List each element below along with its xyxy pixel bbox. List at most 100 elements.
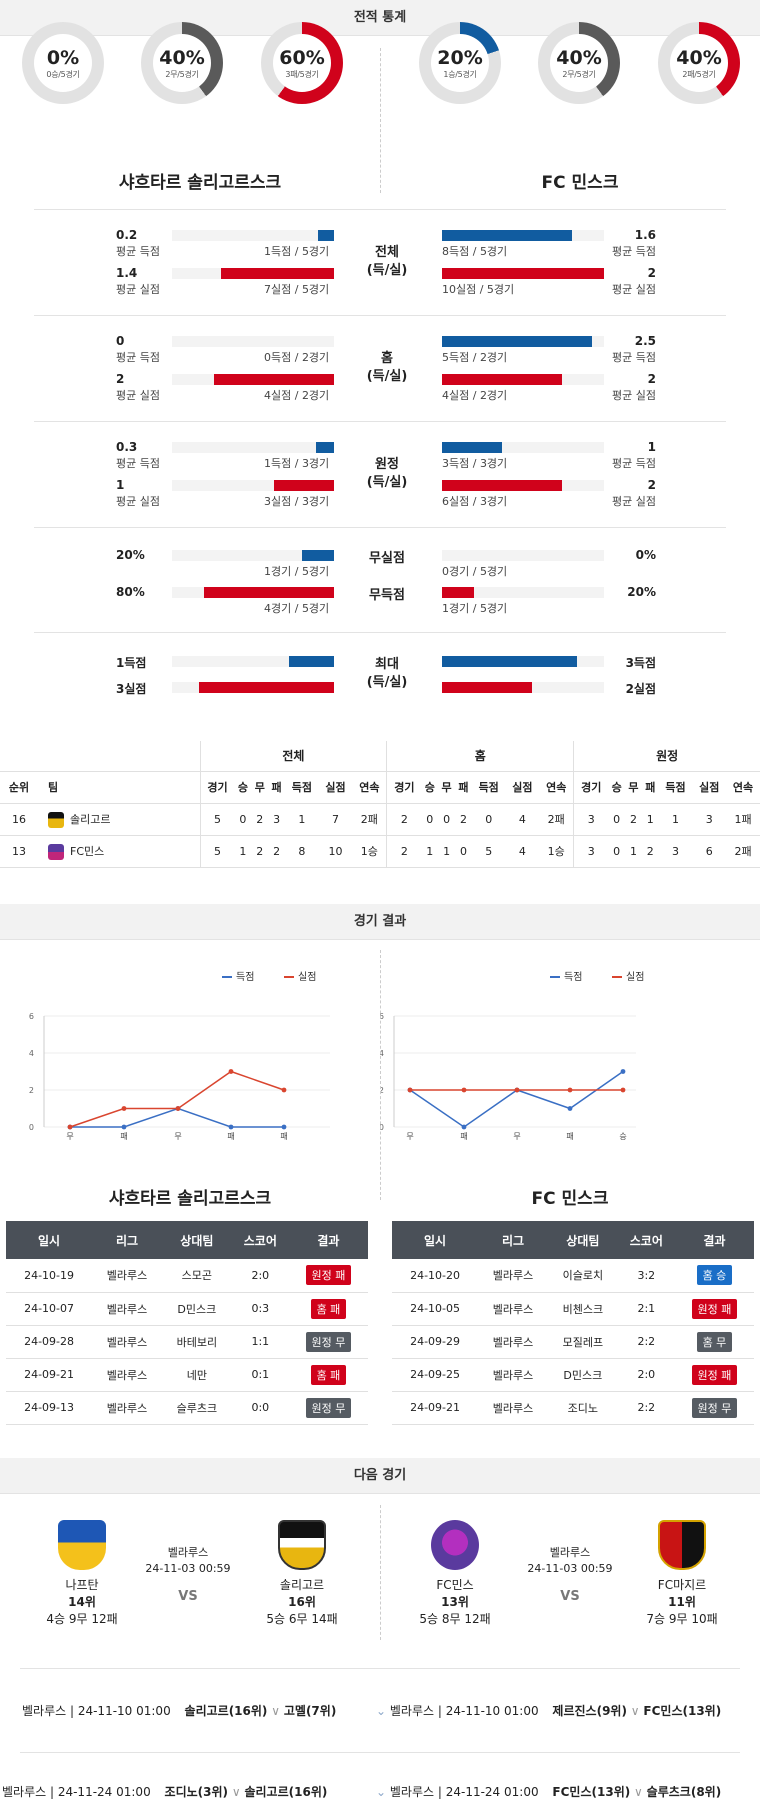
left-bar-track bbox=[172, 550, 334, 561]
match-info: 벨라루스 | 24-11-10 01:00 bbox=[389, 1704, 539, 1718]
result-opp: 조디노 bbox=[547, 1391, 618, 1425]
right-stat-value: 2실점 bbox=[625, 682, 656, 696]
stat-cell: 2 bbox=[268, 835, 285, 868]
col-rank: 순위 bbox=[0, 771, 38, 804]
left-stat-value: 2 bbox=[116, 372, 125, 386]
left-team-name: 샤흐타르 솔리고르스크 bbox=[118, 173, 282, 193]
right-stat-label: 평균 득점 bbox=[612, 351, 656, 364]
table-row[interactable]: 24-09-21 벨라루스 네만 0:1 홈 패 bbox=[6, 1358, 368, 1392]
data-point bbox=[461, 1124, 467, 1130]
datetime: 24-11-03 00:59 bbox=[527, 1562, 613, 1575]
left-stat-count: 7실점 / 5경기 bbox=[264, 283, 330, 296]
x-tick-label: 승 bbox=[619, 1132, 626, 1141]
table-row[interactable]: 24-10-19 벨라루스 스모곤 2:0 원정 패 bbox=[6, 1259, 368, 1293]
col-team: 팀 bbox=[38, 771, 200, 804]
stat-cell: 0 bbox=[608, 803, 626, 836]
team-divider bbox=[380, 48, 381, 193]
series-line bbox=[70, 1107, 284, 1128]
stat-cell: 10 bbox=[318, 835, 353, 868]
upcoming-left-1[interactable]: 벨라루스 | 24-11-10 01:00 솔리고르(16위) ∨ 고멜(7위) bbox=[22, 1702, 336, 1719]
table-row[interactable]: 24-10-05 벨라루스 비첸스크 2:1 원정 패 bbox=[392, 1292, 754, 1326]
right-stat-count: 10실점 / 5경기 bbox=[442, 283, 515, 296]
right-bar-track bbox=[442, 550, 604, 561]
col-2: 경기 bbox=[386, 771, 422, 804]
result-date: 24-10-05 bbox=[392, 1292, 479, 1326]
right-stat-bar bbox=[442, 480, 562, 491]
table-row[interactable]: 24-09-21 벨라루스 조디노 2:2 원정 무 bbox=[392, 1391, 754, 1425]
data-point bbox=[175, 1106, 181, 1111]
upcoming-right-2[interactable]: ⌄ 벨라루스 | 24-11-24 01:00 FC민스(13위) ∨ 슬루츠크… bbox=[376, 1783, 721, 1800]
upcoming-left-2[interactable]: 벨라루스 | 24-11-24 01:00 조디노(3위) ∨ 솔리고르(16위… bbox=[2, 1783, 327, 1800]
stat-cell: 2 bbox=[625, 803, 642, 836]
right-stat-count: 3득점 / 3경기 bbox=[442, 457, 508, 470]
stat-cell: 2 bbox=[251, 835, 269, 868]
donut-percent: 0% bbox=[46, 47, 80, 69]
y-tick-label: 4 bbox=[29, 1049, 34, 1058]
upcoming-divider bbox=[20, 1668, 740, 1669]
team-name: FC민스 bbox=[436, 1578, 474, 1592]
stat-cell: 1 bbox=[234, 835, 252, 868]
result-date: 24-09-29 bbox=[392, 1325, 479, 1359]
stat-cell: 2 bbox=[251, 803, 269, 836]
stat-cell: 5 bbox=[199, 835, 235, 868]
table-row[interactable]: 24-09-25 벨라루스 D민스크 2:0 원정 패 bbox=[392, 1358, 754, 1392]
donut-label: 3패/5경기 bbox=[285, 70, 319, 79]
left-stat-bar bbox=[289, 656, 334, 667]
left-stat-label: 평균 득점 bbox=[116, 457, 160, 470]
left-stat-value: 1득점 bbox=[116, 656, 147, 670]
league: 벨라루스 bbox=[549, 1546, 591, 1559]
category-name: 최대 bbox=[375, 657, 399, 672]
series-line bbox=[69, 1070, 285, 1128]
table-row[interactable]: 24-09-28 벨라루스 바테보리 1:1 원정 무 bbox=[6, 1325, 368, 1359]
left-stat-label: 평균 득점 bbox=[116, 351, 160, 364]
stat-cell: 3 bbox=[692, 803, 727, 836]
next-left-away-team[interactable]: 솔리고르 16위 5승 6무 14패 bbox=[252, 1520, 352, 1627]
table-row[interactable]: 24-10-20 벨라루스 이슬로치 3:2 홈 승 bbox=[392, 1259, 754, 1293]
right-stat-label: 평균 실점 bbox=[612, 495, 656, 508]
team-name: 솔리고르 bbox=[70, 812, 111, 826]
table-row[interactable]: 24-10-07 벨라루스 D민스크 0:3 홈 패 bbox=[6, 1292, 368, 1326]
data-point bbox=[620, 1069, 626, 1074]
category-name: 홈 bbox=[381, 351, 393, 366]
next-right-away-team[interactable]: FC마지르 11위 7승 9무 10패 bbox=[632, 1520, 732, 1627]
stat-cell: 4 bbox=[505, 803, 540, 836]
left-stat-value: 1 bbox=[116, 478, 125, 492]
stat-cell: 8 bbox=[285, 835, 319, 868]
right-stat-bar bbox=[442, 230, 572, 241]
table-row[interactable]: 24-09-29 벨라루스 모질레프 2:2 홈 무 bbox=[392, 1325, 754, 1359]
mozyr-crest-icon bbox=[658, 1520, 706, 1570]
data-point bbox=[567, 1087, 573, 1093]
stat-cell: 1 bbox=[625, 835, 642, 868]
league: 벨라루스 bbox=[167, 1546, 209, 1559]
left-results-body: 24-10-19 벨라루스 스모곤 2:0 원정 패 24-10-07 벨라루스 D민스크 0:… bbox=[6, 1259, 368, 1425]
data-point bbox=[514, 1087, 520, 1093]
col-4: 무 bbox=[625, 771, 642, 804]
upcoming-right-1[interactable]: ⌄ 벨라루스 | 24-11-10 01:00 제르진스(9위) ∨ FC민스(… bbox=[376, 1702, 721, 1719]
team-name: FC민스 bbox=[70, 844, 105, 858]
table-row[interactable]: 24-09-13 벨라루스 슬루츠크 0:0 원정 무 bbox=[6, 1391, 368, 1425]
standings-body: 16 솔리고르 5 0 2 3 1 7 2패 2 0 0 2 0 4 2패 3 0 2 1 1 3 1패 13 FC민스 5 1 2 2… bbox=[0, 803, 760, 868]
x-tick-label: 패 bbox=[566, 1131, 573, 1141]
left-stat-label: 평균 실점 bbox=[116, 389, 160, 402]
next-right-home-team[interactable]: FC민스 13위 5승 8무 12패 bbox=[405, 1520, 505, 1627]
result-opp: 이슬로치 bbox=[547, 1259, 618, 1293]
team-rank: 11위 bbox=[668, 1595, 696, 1609]
team-record: 7승 9무 10패 bbox=[646, 1612, 718, 1626]
match-info: 벨라루스 | 24-11-10 01:00 bbox=[22, 1704, 171, 1718]
team-rank: 14위 bbox=[68, 1595, 96, 1609]
stats-section-header: 전적 통계 bbox=[0, 0, 760, 36]
table-row[interactable]: 13 FC민스 5 1 2 2 8 10 1승 2 1 1 0 5 4 1승 3 0 1 2 3 6 2패 bbox=[0, 835, 760, 868]
y-tick-label: 6 bbox=[380, 1012, 384, 1021]
right-stat-value: 20% bbox=[627, 585, 656, 599]
result-score: 0:3 bbox=[231, 1292, 289, 1326]
next-left-home-team[interactable]: 나프탄 14위 4승 9무 12패 bbox=[32, 1520, 132, 1627]
team-record: 5승 8무 12패 bbox=[419, 1612, 491, 1626]
table-row[interactable]: 16 솔리고르 5 0 2 3 1 7 2패 2 0 0 2 0 4 2패 3 0 2 1 1 3 1패 bbox=[0, 803, 760, 836]
stat-cell: 0 bbox=[455, 835, 472, 868]
legend-label: 실점 bbox=[626, 971, 644, 983]
result-cell: 원정 무 bbox=[674, 1391, 754, 1425]
right-stat-count: 6실점 / 3경기 bbox=[442, 495, 508, 508]
result-league: 벨라루스 bbox=[478, 1259, 548, 1293]
right-stat-value: 0% bbox=[635, 548, 656, 562]
col-6: 득점 bbox=[658, 771, 693, 804]
